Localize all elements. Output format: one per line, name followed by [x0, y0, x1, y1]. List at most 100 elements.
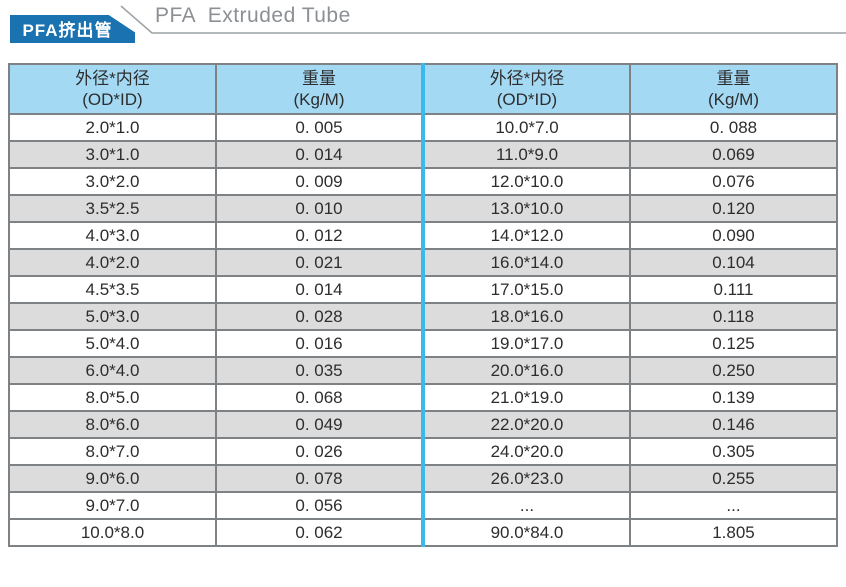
weight-cell: 0. 016 [215, 329, 424, 358]
weight-cell: 0. 014 [215, 275, 424, 304]
column-header-line2: (OD*ID) [82, 90, 143, 109]
weight-cell: 0.069 [629, 140, 838, 169]
spec-cell: 13.0*10.0 [421, 194, 631, 223]
table-row: 5.0*4.0 0. 016 19.0*17.0 0.125 [8, 329, 838, 358]
spec-cell: 11.0*9.0 [421, 140, 631, 169]
spec-table-body: 2.0*1.0 0. 005 10.0*7.0 0. 088 3.0*1.0 0. 014… [8, 113, 838, 547]
column-header-line2: (Kg/M) [293, 90, 345, 109]
table-row: 8.0*5.0 0. 068 21.0*19.0 0.139 [8, 383, 838, 412]
weight-cell: 0. 062 [215, 518, 424, 547]
section-badge: PFA挤出管 [10, 15, 135, 43]
spec-cell: 12.0*10.0 [421, 167, 631, 196]
column-header-line1: 重量 [716, 68, 751, 88]
weight-cell: 0.076 [629, 167, 838, 196]
spec-cell: 5.0*4.0 [8, 329, 217, 358]
weight-cell: 0. 009 [215, 167, 424, 196]
spec-cell: 21.0*19.0 [421, 383, 631, 412]
spec-cell: 3.0*1.0 [8, 140, 217, 169]
weight-cell: 0.139 [629, 383, 838, 412]
column-header-od-id-left: 外径*内径 (OD*ID) [8, 63, 217, 115]
header-row: 外径*内径 (OD*ID) 重量 (Kg/M) 外径*内径 (OD*ID) 重量… [8, 63, 838, 115]
weight-cell: ... [629, 491, 838, 520]
column-header-line2: (Kg/M) [708, 90, 759, 109]
weight-cell: 0.146 [629, 410, 838, 439]
spec-cell: 8.0*5.0 [8, 383, 217, 412]
weight-cell: 0.104 [629, 248, 838, 277]
weight-cell: 0.090 [629, 221, 838, 250]
spec-cell: 9.0*6.0 [8, 464, 217, 493]
column-header-line1: 外径*内径 [75, 68, 150, 88]
spec-cell: 6.0*4.0 [8, 356, 217, 385]
table-row: 8.0*7.0 0. 026 24.0*20.0 0.305 [8, 437, 838, 466]
table-row: 5.0*3.0 0. 028 18.0*16.0 0.118 [8, 302, 838, 331]
spec-cell: 9.0*7.0 [8, 491, 217, 520]
table-row: 3.5*2.5 0. 010 13.0*10.0 0.120 [8, 194, 838, 223]
weight-cell: 0. 010 [215, 194, 424, 223]
weight-cell: 0.111 [629, 275, 838, 304]
weight-cell: 0.125 [629, 329, 838, 358]
table-row: 10.0*8.0 0. 062 90.0*84.0 1.805 [8, 518, 838, 547]
table-row: 4.0*3.0 0. 012 14.0*12.0 0.090 [8, 221, 838, 250]
weight-cell: 0. 028 [215, 302, 424, 331]
table-row: 4.5*3.5 0. 014 17.0*15.0 0.111 [8, 275, 838, 304]
spec-cell: 14.0*12.0 [421, 221, 631, 250]
spec-cell: 4.0*3.0 [8, 221, 217, 250]
weight-cell: 0. 012 [215, 221, 424, 250]
column-header-line2: (OD*ID) [496, 90, 558, 109]
table-row: 3.0*2.0 0. 009 12.0*10.0 0.076 [8, 167, 838, 196]
spec-cell: 22.0*20.0 [421, 410, 631, 439]
weight-cell: 0.250 [629, 356, 838, 385]
spec-cell: 3.5*2.5 [8, 194, 217, 223]
spec-cell: 19.0*17.0 [421, 329, 631, 358]
spec-cell: 20.0*16.0 [421, 356, 631, 385]
weight-cell: 0. 026 [215, 437, 424, 466]
spec-cell: 10.0*7.0 [421, 113, 631, 142]
weight-cell: 0.120 [629, 194, 838, 223]
column-header-od-id-right: 外径*内径 (OD*ID) [421, 63, 631, 115]
spec-cell: 26.0*23.0 [421, 464, 631, 493]
spec-cell: 5.0*3.0 [8, 302, 217, 331]
spec-cell: 2.0*1.0 [8, 113, 217, 142]
weight-cell: 0. 005 [215, 113, 424, 142]
spec-cell: 4.0*2.0 [8, 248, 217, 277]
weight-cell: 0. 049 [215, 410, 424, 439]
spec-cell: ... [421, 491, 631, 520]
table-row: 4.0*2.0 0. 021 16.0*14.0 0.104 [8, 248, 838, 277]
weight-cell: 0.118 [629, 302, 838, 331]
weight-cell: 0. 088 [629, 113, 838, 142]
weight-cell: 0.305 [629, 437, 838, 466]
weight-cell: 0. 068 [215, 383, 424, 412]
spec-cell: 8.0*7.0 [8, 437, 217, 466]
column-header-weight-right: 重量 (Kg/M) [629, 63, 838, 115]
table-row: 6.0*4.0 0. 035 20.0*16.0 0.250 [8, 356, 838, 385]
table-row: 3.0*1.0 0. 014 11.0*9.0 0.069 [8, 140, 838, 169]
spec-cell: 18.0*16.0 [421, 302, 631, 331]
spec-cell: 17.0*15.0 [421, 275, 631, 304]
weight-cell: 0. 078 [215, 464, 424, 493]
table-row: 9.0*6.0 0. 078 26.0*23.0 0.255 [8, 464, 838, 493]
column-header-line1: 外径*内径 [489, 68, 565, 88]
table-row: 2.0*1.0 0. 005 10.0*7.0 0. 088 [8, 113, 838, 142]
weight-cell: 0. 021 [215, 248, 424, 277]
section-badge-label: PFA挤出管 [22, 21, 113, 40]
table-row: 8.0*6.0 0. 049 22.0*20.0 0.146 [8, 410, 838, 439]
page-title: PFA Extruded Tube [155, 4, 351, 27]
spec-cell: 10.0*8.0 [8, 518, 217, 547]
weight-cell: 0.255 [629, 464, 838, 493]
spec-cell: 3.0*2.0 [8, 167, 217, 196]
spec-table: 外径*内径 (OD*ID) 重量 (Kg/M) 外径*内径 (OD*ID) 重量… [8, 63, 838, 547]
spec-table-head: 外径*内径 (OD*ID) 重量 (Kg/M) 外径*内径 (OD*ID) 重量… [8, 63, 838, 115]
weight-cell: 0. 035 [215, 356, 424, 385]
weight-cell: 0. 056 [215, 491, 424, 520]
spec-cell: 4.5*3.5 [8, 275, 217, 304]
spec-cell: 8.0*6.0 [8, 410, 217, 439]
header-rule-line [120, 5, 846, 34]
spec-cell: 90.0*84.0 [421, 518, 631, 547]
weight-cell: 1.805 [629, 518, 838, 547]
spec-cell: 16.0*14.0 [421, 248, 631, 277]
weight-cell: 0. 014 [215, 140, 424, 169]
column-header-weight-left: 重量 (Kg/M) [215, 63, 424, 115]
column-header-line1: 重量 [302, 68, 336, 88]
table-row: 9.0*7.0 0. 056...... [8, 491, 838, 520]
